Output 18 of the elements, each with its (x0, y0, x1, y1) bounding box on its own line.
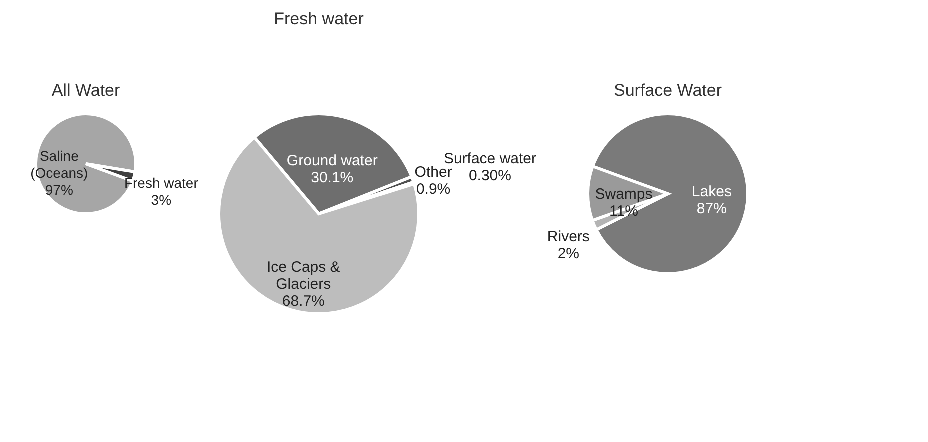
slice-label: Lakes (692, 183, 732, 200)
data-label: 97% (45, 182, 74, 198)
data-label: 87% (696, 200, 727, 218)
data-label: 11% (610, 202, 638, 220)
slice-label: Fresh water (124, 174, 199, 191)
chart-title: Surface Water (614, 81, 722, 100)
slice-label: Ground water (286, 152, 378, 170)
slice-label: Rivers (547, 228, 590, 246)
data-label: 30.1% (311, 170, 354, 187)
chart-title: All Water (52, 81, 120, 100)
data-label: 0.30% (468, 167, 512, 184)
data-label: 3% (151, 192, 172, 208)
slice-label: Swamps (595, 186, 653, 203)
data-label: 0.9% (416, 181, 451, 198)
data-label: 2% (558, 245, 580, 262)
slice-label: Ice Caps & Glaciers (266, 258, 340, 293)
chart-title: Fresh water (274, 9, 364, 28)
data-label: 68.7% (282, 292, 325, 310)
